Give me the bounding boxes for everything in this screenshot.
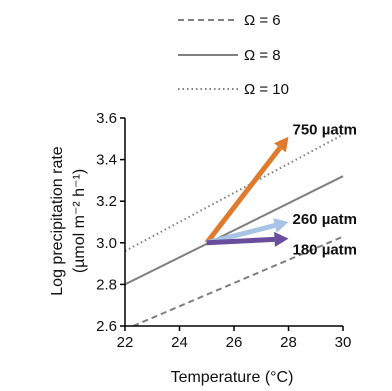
- arrow-label-3: 180 µatm: [293, 242, 358, 259]
- y-tick-label: 3.6: [96, 110, 117, 127]
- arrows: [204, 136, 289, 247]
- series-line-1: [132, 235, 344, 326]
- legend: Ω = 6 Ω = 8 Ω = 10: [178, 12, 289, 98]
- series-lines: [125, 133, 344, 326]
- arrow-shaft-1: [204, 146, 282, 245]
- x-tick-label: 26: [226, 334, 243, 351]
- arrow-head-3: [274, 231, 289, 247]
- y-axis-title-line2: (µmol m⁻² h⁻¹): [71, 169, 88, 273]
- series-line-2: [125, 175, 344, 286]
- arrow-head-1: [274, 136, 289, 153]
- arrow-labels: 750 µatm 260 µatm 180 µatm: [293, 122, 358, 259]
- y-tick-label: 2.8: [96, 276, 117, 293]
- axes: 2.6 2.8 3.0 3.2 3.4 3.6 22 24 26 28 30: [96, 110, 351, 351]
- y-axis-title-line1: Log precipitation rate: [49, 146, 66, 296]
- legend-label-3: Ω = 10: [244, 81, 289, 98]
- x-tick-label: 30: [335, 334, 352, 351]
- arrow-shaft-3: [206, 236, 275, 246]
- x-tick-label: 22: [117, 334, 134, 351]
- y-tick-label: 3.0: [96, 235, 117, 252]
- x-tick-label: 24: [171, 334, 188, 351]
- arrow-head-2: [273, 218, 289, 233]
- x-tick-label: 28: [280, 334, 297, 351]
- y-tick-label: 3.2: [96, 193, 117, 210]
- legend-label-2: Ω = 8: [244, 47, 281, 64]
- y-tick-label: 3.4: [96, 152, 117, 169]
- y-tick-label: 2.6: [96, 318, 117, 335]
- series-line-3: [125, 133, 344, 252]
- arrow-label-1: 750 µatm: [293, 122, 358, 139]
- x-axis-title: Temperature (°C): [171, 369, 294, 386]
- arrow-label-2: 260 µatm: [293, 211, 358, 228]
- legend-label-1: Ω = 6: [244, 12, 281, 29]
